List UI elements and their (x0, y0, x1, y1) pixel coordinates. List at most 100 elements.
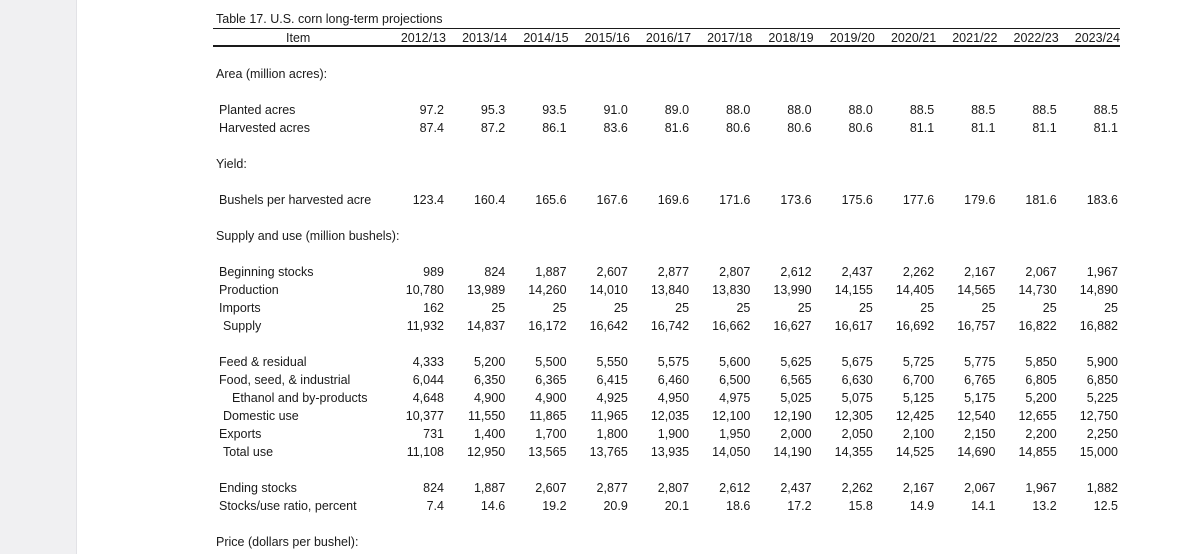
table-cell: 12,655 (1018, 409, 1057, 423)
column-header-year: 2013/14 (462, 31, 508, 45)
table-cell: 12,425 (895, 409, 935, 423)
table-cell: 4,333 (412, 355, 444, 369)
table-cell: 2,612 (780, 265, 812, 279)
row-label: Beginning stocks (219, 265, 314, 279)
table-cell: 95.3 (480, 103, 506, 117)
table-cell: 88.5 (1032, 103, 1057, 117)
table-cell: 14,260 (528, 283, 567, 297)
table-cell: 12,100 (712, 409, 751, 423)
table-cell: 14,355 (834, 445, 873, 459)
table-cell: 13,990 (773, 283, 812, 297)
column-header-year: 2023/24 (1074, 31, 1120, 45)
table-cell: 162 (423, 301, 444, 315)
table-cell: 16,642 (589, 319, 628, 333)
table-cell: 6,700 (902, 373, 935, 387)
table-cell: 4,975 (719, 391, 751, 405)
table-cell: 181.6 (1025, 193, 1057, 207)
column-header-year: 2014/15 (523, 31, 569, 45)
table-cell: 25 (1042, 301, 1057, 315)
table-cell: 2,807 (719, 265, 751, 279)
table-cell: 14,855 (1018, 445, 1057, 459)
table-cell: 16,172 (528, 319, 567, 333)
table-cell: 19.2 (542, 499, 567, 513)
table-cell: 5,075 (841, 391, 873, 405)
row-label: Production (219, 283, 279, 297)
table-cell: 167.6 (596, 193, 628, 207)
row-label: Imports (219, 301, 261, 315)
table-cell: 14.9 (909, 499, 935, 513)
table-cell: 12,540 (957, 409, 996, 423)
table-cell: 81.1 (909, 121, 935, 135)
table-cell: 13,765 (589, 445, 628, 459)
table-cell: 81.1 (1032, 121, 1057, 135)
table-cell: 87.2 (480, 121, 506, 135)
table-cell: 2,607 (596, 265, 628, 279)
table-cell: 2,067 (1025, 265, 1057, 279)
row-label: Harvested acres (219, 121, 311, 135)
table-cell: 83.6 (603, 121, 628, 135)
table-cell: 824 (484, 265, 506, 279)
table-cell: 12,305 (834, 409, 873, 423)
table-cell: 5,500 (535, 355, 567, 369)
table-cell: 1,967 (1086, 265, 1118, 279)
table-cell: 5,575 (657, 355, 690, 369)
document-page: Table 17. U.S. corn long-term projection… (77, 0, 1200, 554)
table-cell: 165.6 (535, 193, 567, 207)
table-cell: 88.0 (848, 103, 873, 117)
column-header-item: Item (286, 31, 311, 45)
table-cell: 2,167 (964, 265, 996, 279)
row-label: Planted acres (219, 103, 296, 117)
table-cell: 1,882 (1086, 481, 1118, 495)
table-cell: 80.6 (848, 121, 873, 135)
table-cell: 1,950 (719, 427, 751, 441)
table-cell: 1,400 (473, 427, 506, 441)
table-cell: 88.5 (971, 103, 996, 117)
table-cell: 4,950 (657, 391, 690, 405)
table-cell: 4,900 (535, 391, 567, 405)
column-header-year: 2015/16 (584, 31, 630, 45)
table-cell: 14,837 (467, 319, 506, 333)
row-label: Exports (219, 427, 262, 441)
section-heading: Area (million acres): (216, 67, 328, 81)
table-cell: 25 (1104, 301, 1118, 315)
table-cell: 11,932 (406, 319, 444, 333)
table-cell: 14,565 (957, 283, 996, 297)
table-cell: 4,900 (473, 391, 506, 405)
table-cell: 5,675 (841, 355, 873, 369)
table-cell: 173.6 (780, 193, 812, 207)
table-cell: 14,690 (957, 445, 996, 459)
table-cell: 1,700 (535, 427, 567, 441)
table-cell: 2,607 (535, 481, 567, 495)
column-header-year: 2017/18 (707, 31, 753, 45)
table-cell: 1,900 (657, 427, 690, 441)
table-cell: 5,550 (596, 355, 628, 369)
table-cell: 2,877 (596, 481, 628, 495)
table-cell: 175.6 (841, 193, 873, 207)
row-label: Feed & residual (219, 355, 307, 369)
row-label: Ethanol and by-products (232, 391, 368, 405)
table-cell: 5,850 (1025, 355, 1057, 369)
table-cell: 160.4 (473, 193, 506, 207)
table-cell: 10,780 (405, 283, 444, 297)
table-cell: 5,200 (473, 355, 506, 369)
table-cell: 13.2 (1032, 499, 1057, 513)
table-cell: 5,225 (1086, 391, 1118, 405)
table-cell: 80.6 (787, 121, 812, 135)
table-cell: 5,125 (902, 391, 935, 405)
table-cell: 5,725 (902, 355, 935, 369)
table-cell: 13,989 (467, 283, 506, 297)
table-cell: 16,757 (957, 319, 996, 333)
table-cell: 25 (797, 301, 812, 315)
table-cell: 87.4 (419, 121, 444, 135)
table-cell: 81.6 (664, 121, 690, 135)
column-header-year: 2021/22 (952, 31, 998, 45)
table-cell: 16,662 (712, 319, 751, 333)
table-cell: 123.4 (412, 193, 444, 207)
table-cell: 6,565 (780, 373, 812, 387)
table-cell: 171.6 (719, 193, 751, 207)
table-cell: 14.6 (480, 499, 506, 513)
table-cell: 1,887 (535, 265, 567, 279)
table-cell: 5,175 (964, 391, 996, 405)
table-cell: 80.6 (726, 121, 751, 135)
table-cell: 6,850 (1086, 373, 1118, 387)
